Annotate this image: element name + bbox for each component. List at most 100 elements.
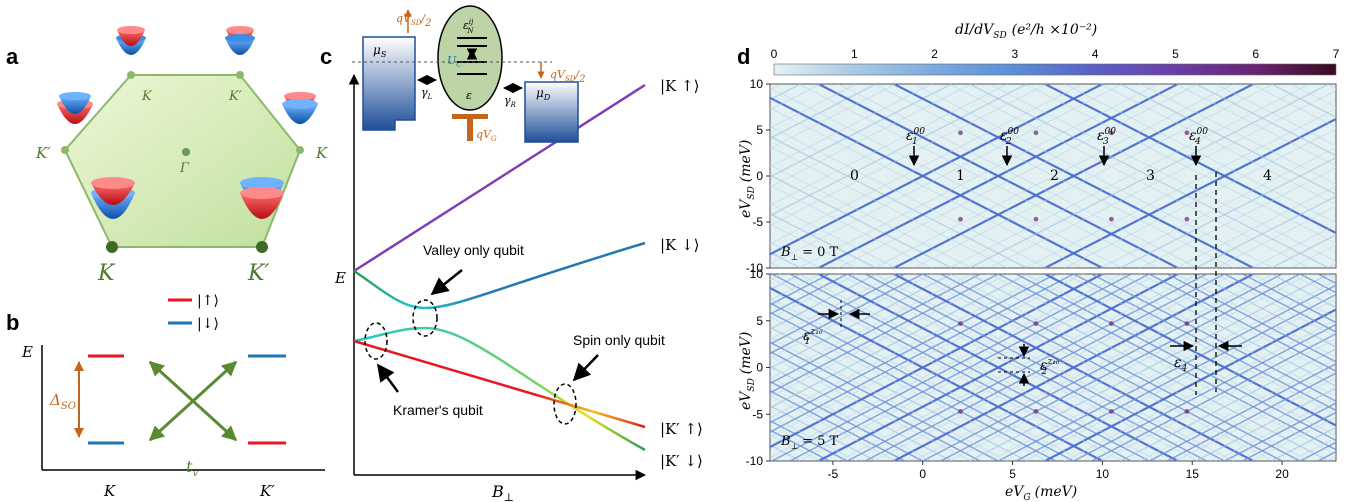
excited-edge [798, 84, 1159, 268]
colorbar-tick-label: 5 [1172, 47, 1179, 61]
diamond-edge [770, 84, 1028, 217]
diamond-edge [1044, 308, 1336, 461]
excited-edge [770, 415, 857, 461]
diamond-tip [958, 130, 963, 136]
excited-edge [770, 274, 782, 281]
diamond-edge [1270, 84, 1336, 118]
split-edge [864, 274, 1225, 461]
ytick-label: -5 [752, 407, 763, 421]
field-bottom: B⊥ = 5 T [780, 434, 839, 451]
split-edge [1166, 274, 1336, 363]
panel-a: a [6, 26, 328, 286]
excited-edge [1100, 146, 1336, 268]
diamond-tip [1033, 409, 1039, 414]
excited-edge [838, 274, 1198, 461]
diamond-edge [770, 84, 1103, 256]
diamond-tip [958, 321, 963, 326]
valley-qubit-circle [412, 299, 438, 337]
state-label-Kp-down: |K′ ↓⟩ [660, 452, 703, 470]
excited-edge [770, 84, 1083, 245]
split-edge [1091, 332, 1336, 461]
eps-n: εij N [463, 18, 474, 35]
colorbar-ticks: 0 1 2 3 4 5 6 7 [771, 47, 1340, 61]
split-edge [1224, 402, 1336, 461]
excited-edge [1024, 298, 1336, 461]
excited-edge [770, 394, 897, 461]
split-edge [770, 380, 924, 461]
line-Kp-up [353, 339, 646, 429]
marks-bottom: εz₁₀ 1 εz₁₀ 2 ε4 [803, 300, 1242, 386]
ytick-label: 5 [756, 314, 763, 328]
excited-edge [873, 84, 1234, 268]
excited-edge [873, 274, 1234, 461]
split-edge [770, 419, 848, 461]
quantum-dot-inset: μS qVSD/2 εij N UC ε γL γR μD qVSD/2 qVG [352, 5, 586, 143]
diamond-tip [1108, 130, 1114, 136]
peak-eps1: ε00 1 [906, 127, 925, 147]
label-gamma: Γ [179, 161, 190, 176]
diamond-lines-bottom [770, 274, 1356, 461]
source-lead [362, 36, 416, 131]
label-Kp-left: K′ [35, 144, 51, 162]
split-edge [770, 274, 999, 394]
excited-edge [770, 84, 897, 149]
excited-edge [770, 274, 897, 341]
legend-down: |↓⟩ [197, 316, 219, 332]
panel-b: b |↑⟩ |↓⟩ E ΔSO tv K K′ [6, 293, 325, 500]
gamma-r: γR [504, 94, 517, 109]
excited-edge [770, 184, 932, 268]
uc: UC [447, 54, 462, 69]
excited-edge [1175, 185, 1336, 268]
eps: ε [466, 89, 472, 102]
diamond-edge [1270, 274, 1336, 309]
colorbar-tick-label: 3 [1012, 47, 1019, 61]
split-edge [1073, 323, 1336, 461]
field-top: B⊥ = 0 T [780, 245, 839, 262]
region-1: 1 [956, 168, 965, 184]
label-Kp-bottom: K′ [247, 261, 269, 286]
excited-edge [770, 274, 1008, 398]
label-Kp-top-right: K′ [228, 89, 242, 104]
diamond-edge [770, 274, 1103, 449]
diamond-edge [969, 84, 1330, 268]
diamond-edge [770, 274, 952, 370]
mu-d: μD [536, 86, 551, 102]
split-edge [940, 274, 1301, 461]
excited-edge [838, 84, 1198, 268]
xtick-label: 20 [1275, 467, 1289, 481]
split-edge [922, 274, 1283, 461]
diamond-edge [969, 274, 1330, 461]
spin-qubit-circle [553, 383, 577, 425]
diamond-edge [1347, 274, 1356, 461]
xtick-label: 15 [1186, 467, 1200, 481]
qvsd-half-right: qVSD/2 [550, 68, 586, 85]
colorbar-tick-label: 6 [1252, 47, 1259, 61]
diamond-tip [1184, 130, 1190, 136]
xtick-label: 0 [919, 467, 926, 481]
diamond-edge [770, 84, 952, 178]
colorbar-tick-label: 7 [1333, 47, 1340, 61]
diamond-lines-top [770, 84, 1336, 268]
excited-edge [770, 84, 1008, 207]
excited-edge [1251, 416, 1336, 461]
colorbar-title: dI/dVSD (e²/h ×10⁻²) [955, 22, 1097, 41]
tv-label: tv [186, 457, 198, 479]
split-edge [770, 459, 773, 461]
diamond-edge [1195, 195, 1336, 268]
split-edge [789, 274, 1150, 461]
excited-edge [770, 223, 857, 268]
excited-edge [988, 279, 1336, 461]
annot-valley-qubit: Valley only qubit [423, 242, 524, 258]
split-edge [770, 274, 773, 276]
peak-eps3: ε00 3 [1097, 127, 1116, 147]
excited-edge [770, 84, 972, 188]
excited-edge [770, 274, 1047, 419]
ytick-label: -5 [752, 215, 763, 229]
split-edge [1224, 274, 1336, 333]
diamond-edge [1270, 426, 1336, 461]
gamma-l: γL [421, 86, 433, 101]
excited-edge [1175, 274, 1336, 358]
mark-eps4: ε4 [1174, 355, 1188, 374]
excited-edge [1251, 224, 1336, 268]
